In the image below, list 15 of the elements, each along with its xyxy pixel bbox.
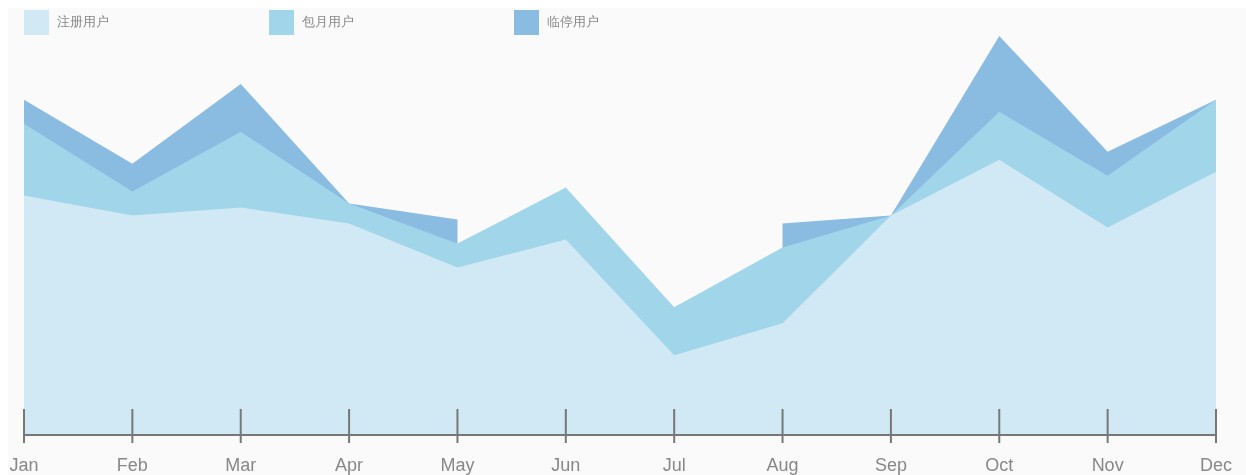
legend-label: 包月用户: [302, 13, 354, 31]
x-tick-label: Jan: [9, 455, 39, 475]
x-tick-label: May: [440, 455, 475, 475]
x-tick-label: Dec: [1199, 455, 1233, 475]
legend-label: 注册用户: [57, 13, 109, 31]
x-tick-label: Sep: [874, 455, 907, 475]
x-tick-label: Feb: [116, 455, 148, 475]
x-tick-label: Apr: [335, 455, 364, 475]
legend-label: 临停用户: [547, 13, 599, 31]
x-tick-label: Nov: [1091, 455, 1124, 475]
x-tick-label: Aug: [766, 455, 799, 475]
x-tick-label: Oct: [985, 455, 1014, 475]
x-tick-label: Jun: [551, 455, 581, 475]
x-tick-label: Mar: [225, 455, 257, 475]
x-tick-label: Jul: [662, 455, 686, 475]
